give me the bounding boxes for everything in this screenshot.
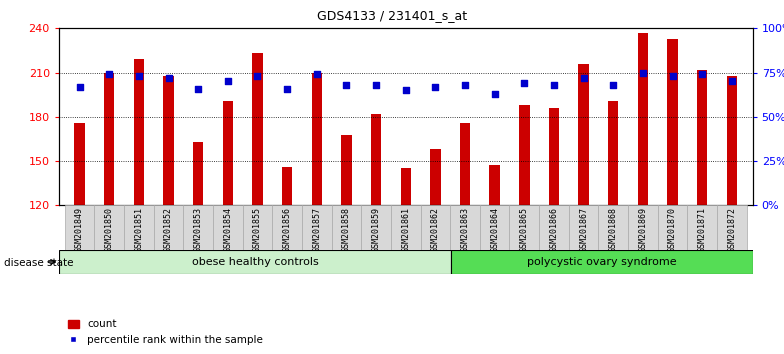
Bar — [489, 166, 500, 354]
Point — [162, 75, 175, 81]
Text: GSM201861: GSM201861 — [401, 207, 410, 252]
Point — [548, 82, 561, 88]
Text: GSM201859: GSM201859 — [372, 207, 380, 252]
Bar — [717, 205, 746, 250]
Point — [132, 73, 145, 79]
Point — [607, 82, 619, 88]
Bar — [302, 205, 332, 250]
Text: GSM201851: GSM201851 — [134, 207, 143, 252]
Bar — [608, 101, 619, 354]
Point — [459, 82, 471, 88]
Bar — [658, 205, 688, 250]
Bar — [598, 205, 628, 250]
Bar — [697, 70, 707, 354]
Bar — [154, 205, 183, 250]
Point — [726, 79, 739, 84]
Bar — [391, 205, 420, 250]
Bar — [510, 205, 539, 250]
Point — [429, 84, 441, 90]
Text: GDS4133 / 231401_s_at: GDS4133 / 231401_s_at — [317, 9, 467, 22]
Bar — [223, 101, 233, 354]
Text: GSM201856: GSM201856 — [282, 207, 292, 252]
Bar — [59, 250, 451, 274]
Point — [696, 72, 709, 77]
Point — [281, 86, 293, 91]
Bar — [688, 205, 717, 250]
Text: GSM201863: GSM201863 — [460, 207, 470, 252]
Bar — [628, 205, 658, 250]
Bar — [341, 135, 351, 354]
Point — [251, 73, 263, 79]
Text: GSM201870: GSM201870 — [668, 207, 677, 252]
Bar — [451, 250, 753, 274]
Text: GSM201862: GSM201862 — [431, 207, 440, 252]
Bar — [569, 205, 598, 250]
Text: GSM201849: GSM201849 — [75, 207, 84, 252]
Bar — [94, 205, 124, 250]
Text: GSM201850: GSM201850 — [105, 207, 114, 252]
Point — [340, 82, 353, 88]
Point — [103, 72, 115, 77]
Bar — [74, 123, 85, 354]
Text: GSM201857: GSM201857 — [312, 207, 321, 252]
Text: GSM201864: GSM201864 — [490, 207, 499, 252]
Text: GSM201869: GSM201869 — [638, 207, 648, 252]
Text: GSM201865: GSM201865 — [520, 207, 529, 252]
Bar — [420, 205, 450, 250]
Text: polycystic ovary syndrome: polycystic ovary syndrome — [527, 257, 677, 267]
Text: disease state: disease state — [4, 258, 74, 268]
Bar — [549, 108, 559, 354]
Bar — [450, 205, 480, 250]
Bar — [133, 59, 144, 354]
Bar — [272, 205, 302, 250]
Bar — [430, 149, 441, 354]
Text: GSM201852: GSM201852 — [164, 207, 173, 252]
Point — [518, 80, 531, 86]
Bar — [480, 205, 510, 250]
Point — [637, 70, 649, 75]
Bar — [163, 75, 174, 354]
Text: GSM201868: GSM201868 — [609, 207, 618, 252]
Bar — [519, 105, 529, 354]
Bar — [667, 39, 678, 354]
Point — [222, 79, 234, 84]
Bar — [124, 205, 154, 250]
Bar — [242, 205, 272, 250]
Point — [666, 73, 679, 79]
Bar — [104, 73, 114, 354]
Bar — [252, 53, 263, 354]
Bar — [332, 205, 361, 250]
Text: GSM201871: GSM201871 — [698, 207, 706, 252]
Bar — [539, 205, 569, 250]
Bar — [579, 64, 589, 354]
Text: GSM201853: GSM201853 — [194, 207, 202, 252]
Bar — [311, 73, 322, 354]
Bar — [727, 75, 737, 354]
Bar — [183, 205, 213, 250]
Bar — [213, 205, 242, 250]
Text: GSM201867: GSM201867 — [579, 207, 588, 252]
Point — [73, 84, 85, 90]
Text: obese healthy controls: obese healthy controls — [191, 257, 318, 267]
Point — [577, 75, 590, 81]
Point — [488, 91, 501, 97]
Bar — [460, 123, 470, 354]
Bar — [371, 114, 381, 354]
Point — [310, 72, 323, 77]
Bar — [637, 33, 648, 354]
Bar — [401, 169, 411, 354]
Text: GSM201854: GSM201854 — [223, 207, 232, 252]
Point — [192, 86, 205, 91]
Text: GSM201872: GSM201872 — [728, 207, 736, 252]
Bar — [361, 205, 391, 250]
Text: GSM201866: GSM201866 — [550, 207, 558, 252]
Point — [399, 87, 412, 93]
Bar — [193, 142, 203, 354]
Text: GSM201858: GSM201858 — [342, 207, 351, 252]
Bar — [282, 167, 292, 354]
Bar — [65, 205, 94, 250]
Text: GSM201855: GSM201855 — [253, 207, 262, 252]
Point — [370, 82, 383, 88]
Legend: count, percentile rank within the sample: count, percentile rank within the sample — [64, 315, 267, 349]
